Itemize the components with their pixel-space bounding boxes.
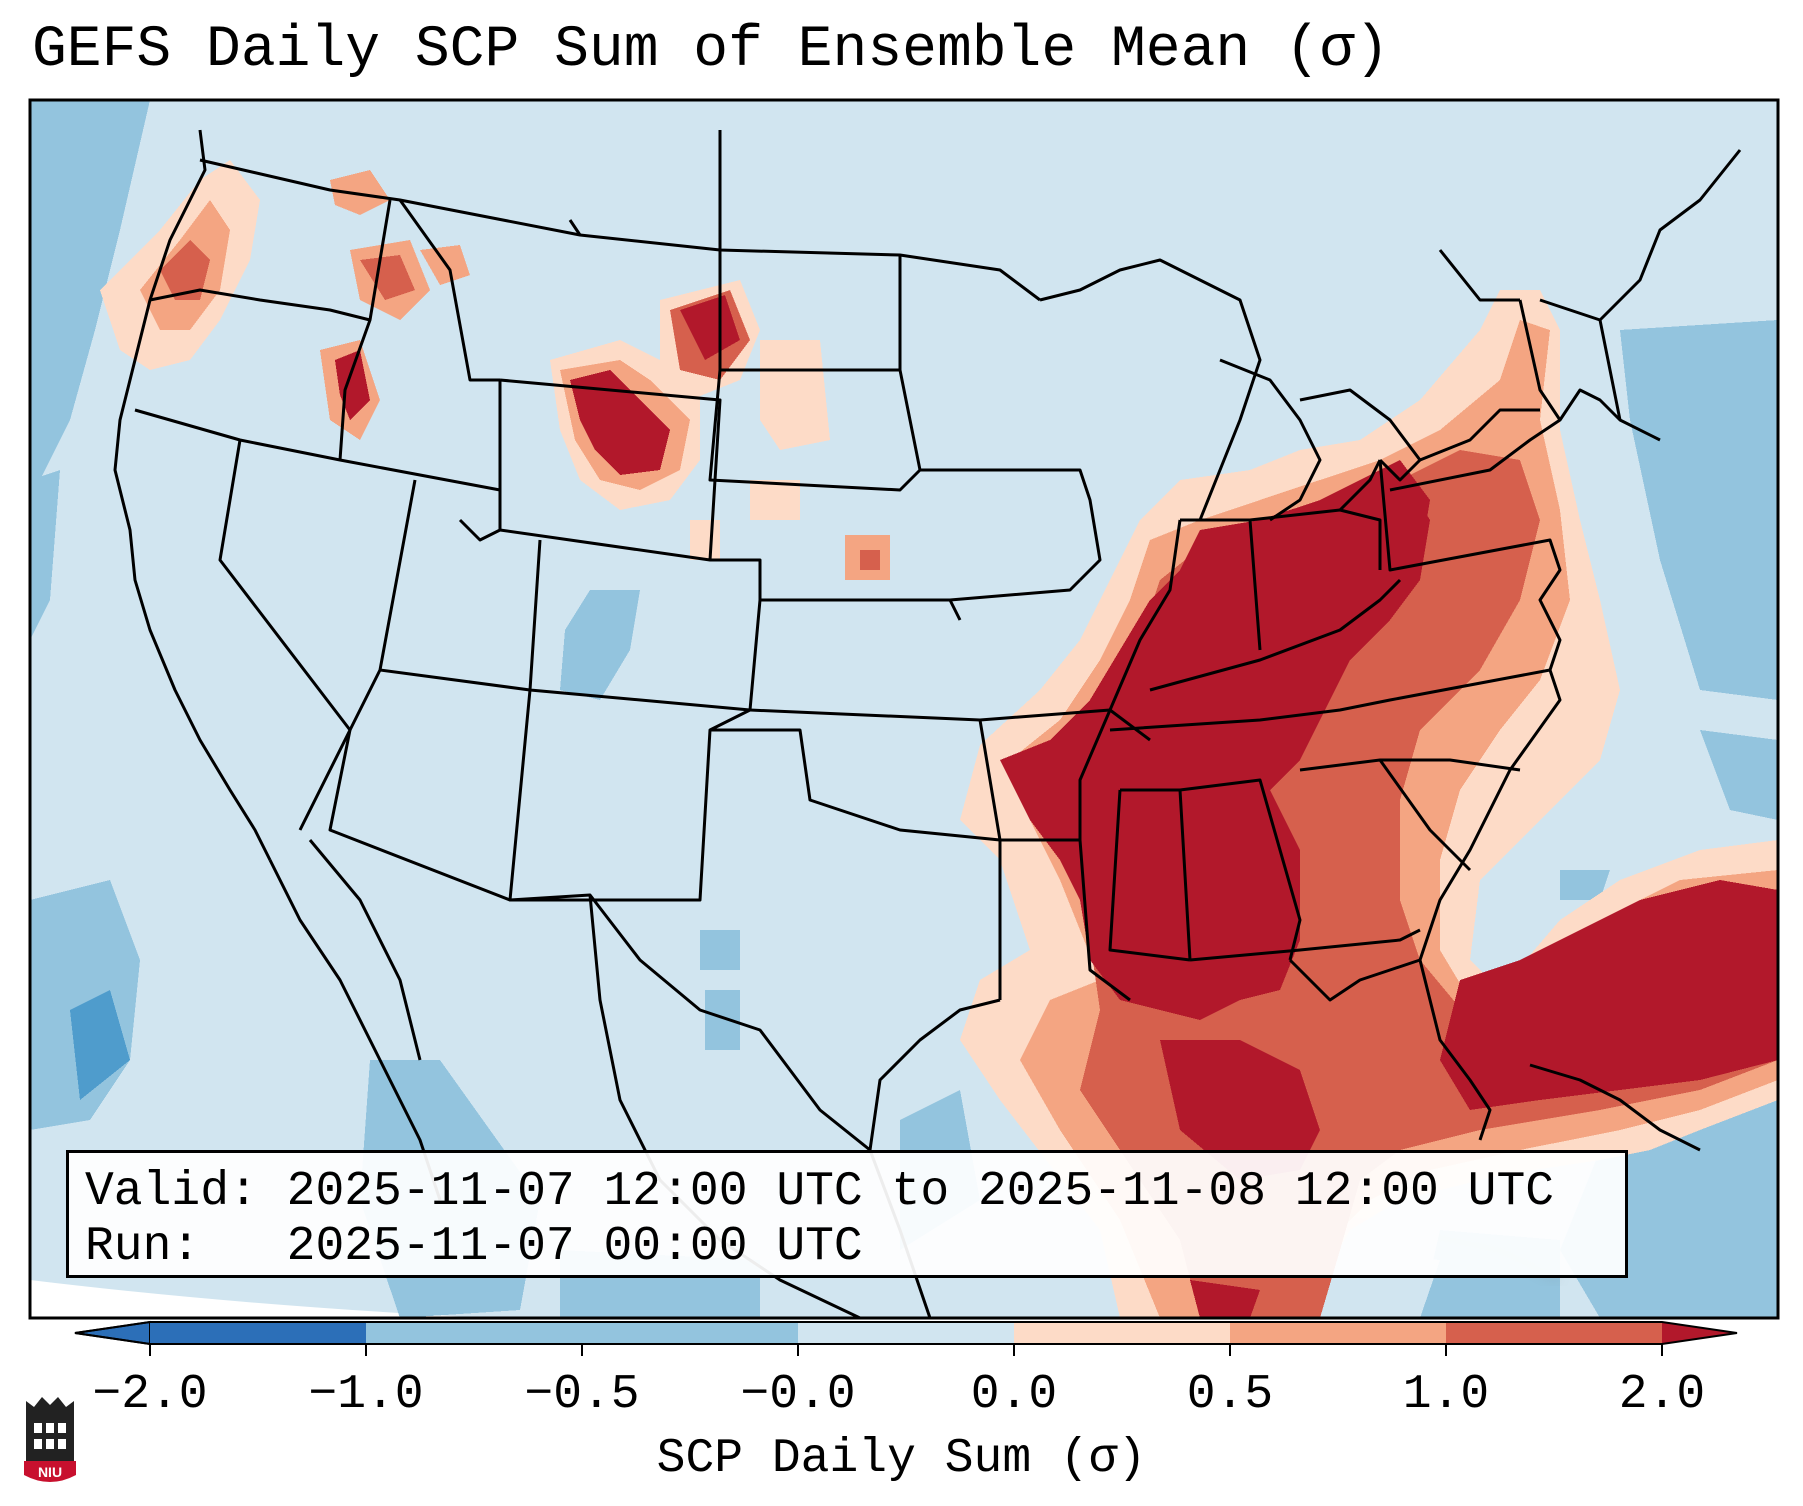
valid-label: Valid: xyxy=(85,1165,258,1219)
domain-edge-left xyxy=(30,1280,489,1318)
info-box: Valid: 2025-11-07 12:00 UTC to 2025-11-0… xyxy=(66,1150,1628,1278)
colorbar-tick-3: −0.5 xyxy=(524,1368,640,1422)
niu-logo-text: NIU xyxy=(38,1464,62,1480)
colorbar-extend-low xyxy=(74,1320,151,1346)
colorbar-bin-4 xyxy=(798,1322,1014,1344)
colorbar-label: SCP Daily Sum (σ) xyxy=(656,1432,1147,1486)
run-value: 2025-11-07 00:00 UTC xyxy=(286,1220,863,1274)
colorbar-bin-7 xyxy=(1446,1322,1662,1344)
colorbar-tick-6: 0.5 xyxy=(1186,1368,1274,1422)
colorbar-tick-1: −2.0 xyxy=(92,1368,208,1422)
colorbar-tick-4: −0.0 xyxy=(740,1368,856,1422)
colorbar-extend-high xyxy=(1662,1322,1737,1344)
colorbar-tick-7: 1.0 xyxy=(1402,1368,1490,1422)
colorbar-bin-3 xyxy=(582,1322,798,1344)
colorbar-tick-8: 2.0 xyxy=(1618,1368,1706,1422)
valid-value: 2025-11-07 12:00 UTC to 2025-11-08 12:00… xyxy=(286,1165,1555,1219)
colorbar xyxy=(74,1320,1738,1356)
colorbar-tick-2: −1.0 xyxy=(308,1368,424,1422)
colorbar-bin-1 xyxy=(150,1322,366,1344)
map-title: GEFS Daily SCP Sum of Ensemble Mean (σ) xyxy=(32,18,1390,83)
niu-logo: NIU xyxy=(24,1397,76,1482)
run-label: Run: xyxy=(85,1220,201,1274)
map-frame xyxy=(28,98,1780,1320)
colorbar-bin-6 xyxy=(1230,1322,1446,1344)
positive-anomaly-field xyxy=(100,160,1778,1318)
colorbar-tick-5: 0.0 xyxy=(970,1368,1058,1422)
colorbar-bin-2 xyxy=(366,1322,582,1344)
colorbar-bin-5 xyxy=(1014,1322,1230,1344)
